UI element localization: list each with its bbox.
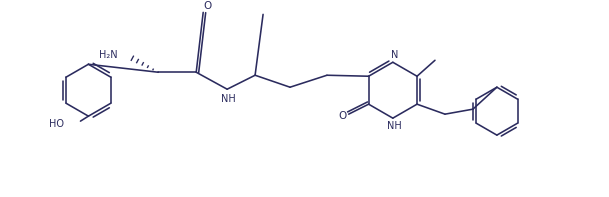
Text: O: O (203, 1, 211, 11)
Text: NH: NH (387, 121, 402, 131)
Text: HO: HO (49, 119, 65, 129)
Text: O: O (339, 111, 347, 121)
Text: H₂N: H₂N (99, 50, 118, 60)
Text: NH: NH (221, 94, 236, 104)
Text: N: N (391, 50, 398, 60)
